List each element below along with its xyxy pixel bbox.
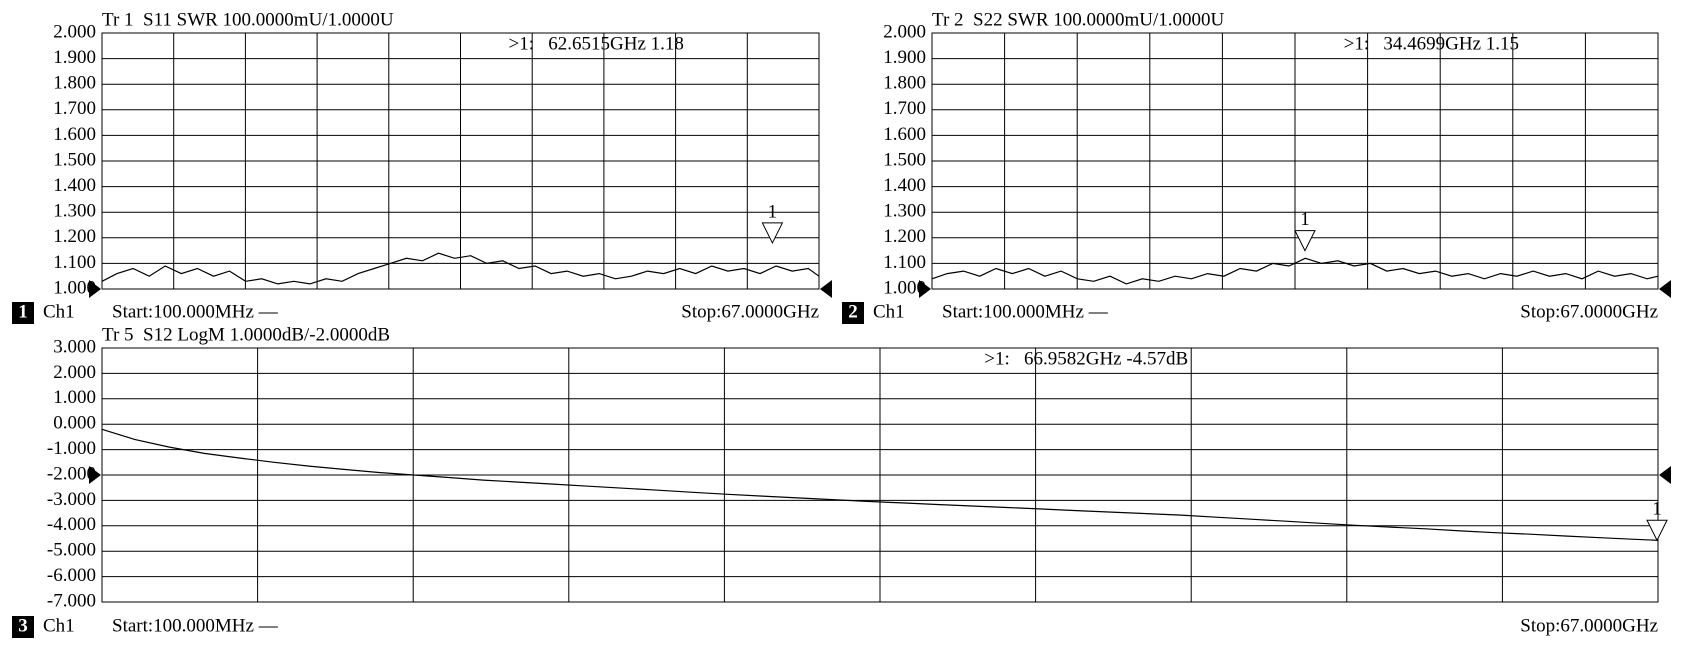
- marker-label: 1: [1300, 209, 1310, 230]
- y-tick-label: -7.000: [47, 590, 96, 611]
- trace-title: Tr 5 S12 LogM 1.0000dB/-2.0000dB: [102, 324, 390, 345]
- plot-frame: [101, 347, 1659, 603]
- plot-frame: [101, 32, 820, 290]
- y-tick-label: 1.500: [53, 149, 96, 170]
- channel-name: Ch1: [43, 301, 75, 322]
- y-tick-label: 1.000: [53, 387, 96, 408]
- y-tick-label: 1.000: [53, 277, 96, 298]
- y-tick-label: 1.000: [883, 277, 926, 298]
- y-tick-label: 1.300: [53, 201, 96, 222]
- marker-readout: >1: 34.4699GHz 1.15: [1344, 33, 1519, 54]
- start-frequency: Start:100.000MHz —: [112, 615, 279, 636]
- reference-left: [89, 280, 101, 298]
- y-tick-label: 2.000: [53, 362, 96, 383]
- reference-right: [1659, 280, 1671, 298]
- channel-badge: [12, 616, 34, 638]
- y-tick-label: -3.000: [47, 489, 96, 510]
- reference-right: [1659, 466, 1671, 484]
- marker-readout: >1: 66.9582GHz -4.57dB: [984, 348, 1188, 369]
- y-tick-label: 1.700: [883, 98, 926, 119]
- y-tick-label: 1.100: [883, 252, 926, 273]
- y-tick-label: 1.300: [883, 201, 926, 222]
- trace: [101, 252, 820, 285]
- stop-frequency: Stop:67.0000GHz: [681, 301, 819, 322]
- y-tick-label: 1.400: [883, 175, 926, 196]
- plot-frame: [931, 32, 1659, 290]
- channel-badge: [842, 302, 864, 324]
- channel-number: 2: [848, 301, 858, 322]
- y-tick-label: 0.000: [53, 413, 96, 434]
- channel-name: Ch1: [43, 615, 75, 636]
- y-tick-label: -5.000: [47, 540, 96, 561]
- reference-right: [820, 280, 832, 298]
- channel-number: 1: [18, 301, 28, 322]
- y-tick-label: 1.100: [53, 252, 96, 273]
- channel-number: 3: [18, 615, 28, 636]
- y-tick-label: 1.400: [53, 175, 96, 196]
- y-tick-label: -2.000: [47, 463, 96, 484]
- marker: [1646, 519, 1668, 542]
- reference-left: [919, 280, 931, 298]
- y-tick-label: 1.900: [883, 47, 926, 68]
- y-tick-label: -6.000: [47, 565, 96, 586]
- stop-frequency: Stop:67.0000GHz: [1520, 301, 1658, 322]
- trace: [931, 257, 1659, 285]
- trace: [101, 428, 1659, 541]
- y-tick-label: 1.900: [53, 47, 96, 68]
- channel-name: Ch1: [873, 301, 905, 322]
- trace-title: Tr 1 S11 SWR 100.0000mU/1.0000U: [102, 9, 394, 30]
- y-tick-label: -4.000: [47, 514, 96, 535]
- y-tick-label: 1.200: [53, 226, 96, 247]
- y-tick-label: 2.000: [53, 21, 96, 42]
- y-tick-label: 1.600: [53, 124, 96, 145]
- y-tick-label: 1.800: [53, 73, 96, 94]
- y-tick-label: -1.000: [47, 438, 96, 459]
- y-tick-label: 1.800: [883, 73, 926, 94]
- marker: [761, 222, 784, 245]
- trace-title: Tr 2 S22 SWR 100.0000mU/1.0000U: [932, 9, 1225, 30]
- y-tick-label: 1.200: [883, 226, 926, 247]
- marker-label: 1: [768, 201, 778, 222]
- y-tick-label: 3.000: [53, 336, 96, 357]
- y-tick-label: 1.700: [53, 98, 96, 119]
- channel-badge: [12, 302, 34, 324]
- y-tick-label: 1.600: [883, 124, 926, 145]
- reference-left: [89, 466, 101, 484]
- marker-label: 1: [1652, 499, 1662, 520]
- start-frequency: Start:100.000MHz —: [942, 301, 1109, 322]
- y-tick-label: 2.000: [883, 21, 926, 42]
- marker: [1294, 230, 1316, 252]
- marker-readout: >1: 62.6515GHz 1.18: [509, 33, 684, 54]
- y-tick-label: 1.500: [883, 149, 926, 170]
- start-frequency: Start:100.000MHz —: [112, 301, 279, 322]
- stop-frequency: Stop:67.0000GHz: [1520, 615, 1658, 636]
